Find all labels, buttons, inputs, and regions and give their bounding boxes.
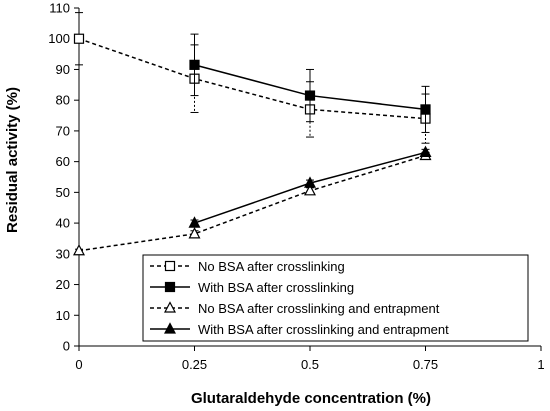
series-3 bbox=[73, 148, 432, 256]
legend-marker bbox=[164, 322, 176, 334]
series-4 bbox=[188, 145, 432, 228]
y-tick-label: 100 bbox=[48, 31, 70, 46]
series-line bbox=[78, 154, 426, 252]
y-axis-ticks: 0 10 20 30 40 50 60 70 80 90 100 110 bbox=[48, 1, 79, 354]
legend-marker bbox=[164, 260, 176, 272]
series-line bbox=[78, 38, 426, 120]
x-tick-label: 0 bbox=[75, 357, 82, 372]
y-tick-label: 10 bbox=[56, 308, 70, 323]
data-point bbox=[419, 145, 432, 158]
data-point bbox=[73, 33, 85, 44]
series-2 bbox=[189, 33, 431, 133]
legend-entry: No BSA after crosslinking bbox=[150, 259, 345, 274]
y-tick-label: 20 bbox=[56, 277, 70, 292]
y-tick-label: 40 bbox=[56, 216, 70, 231]
data-point bbox=[304, 90, 316, 101]
data-point bbox=[188, 216, 201, 228]
x-axis-title: Glutaraldehyde concentration (%) bbox=[191, 390, 431, 407]
legend-label: No BSA after crosslinking bbox=[198, 259, 345, 274]
x-axis-ticks: 0 0.25 0.5 0.75 1 bbox=[75, 346, 545, 372]
series-1 bbox=[73, 12, 431, 144]
data-point bbox=[304, 176, 316, 188]
data-point bbox=[420, 104, 431, 115]
y-tick-label: 30 bbox=[56, 246, 70, 261]
legend-box bbox=[142, 254, 529, 342]
legend: No BSA after crosslinking With BSA after … bbox=[142, 254, 529, 342]
data-point bbox=[304, 184, 316, 196]
series-layer bbox=[73, 12, 432, 256]
y-tick-label: 50 bbox=[56, 185, 70, 200]
y-tick-label: 80 bbox=[56, 93, 70, 108]
legend-label: No BSA after crosslinking and entrapment bbox=[198, 301, 440, 316]
y-tick-label: 70 bbox=[56, 123, 70, 138]
y-tick-label: 110 bbox=[49, 1, 70, 16]
legend-entry: No BSA after crosslinking and entrapment bbox=[150, 301, 440, 316]
legend-entry: With BSA after crosslinking bbox=[150, 280, 354, 295]
x-tick-label: 0.5 bbox=[301, 357, 319, 372]
legend-marker bbox=[164, 281, 176, 293]
x-tick-label: 0.25 bbox=[182, 357, 207, 372]
error-bar bbox=[75, 12, 83, 66]
legend-label: With BSA after crosslinking and entrapme… bbox=[198, 322, 449, 337]
data-point bbox=[189, 59, 200, 70]
legend-marker bbox=[164, 301, 176, 313]
y-axis-title: Residual activity (%) bbox=[4, 87, 21, 233]
data-point bbox=[188, 227, 201, 239]
y-tick-label: 0 bbox=[63, 339, 70, 354]
data-point bbox=[73, 243, 85, 256]
y-tick-label: 90 bbox=[56, 62, 70, 77]
x-tick-label: 0.75 bbox=[413, 357, 438, 372]
legend-label: With BSA after crosslinking bbox=[198, 280, 354, 295]
y-tick-label: 60 bbox=[56, 154, 70, 169]
legend-entry: With BSA after crosslinking and entrapme… bbox=[150, 322, 449, 337]
x-tick-label: 1 bbox=[537, 357, 544, 372]
